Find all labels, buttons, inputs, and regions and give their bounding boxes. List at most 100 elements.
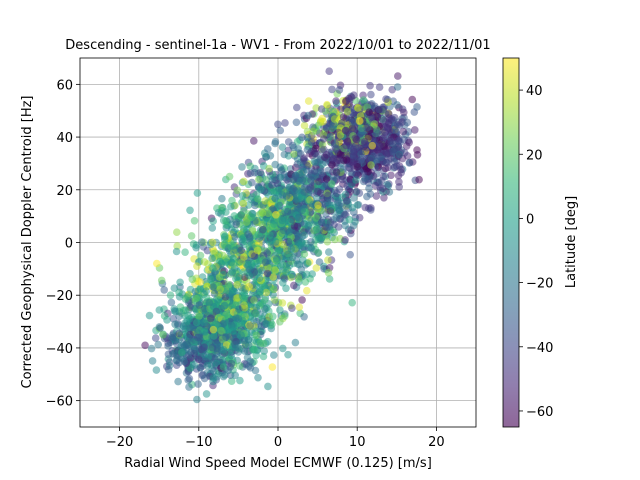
scatter-point [395, 178, 403, 186]
scatter-point [284, 237, 293, 246]
scatter-point [359, 96, 368, 104]
scatter-point [235, 305, 243, 314]
scatter-point [384, 124, 393, 133]
scatter-point [329, 155, 337, 163]
scatter-point [246, 322, 255, 330]
scatter-point [171, 320, 179, 329]
scatter-point [221, 311, 230, 320]
scatter-point [279, 279, 287, 287]
scatter-point [195, 301, 203, 309]
colorbar-frame [502, 57, 520, 428]
scatter-point [326, 218, 335, 227]
scatter-point [336, 150, 345, 159]
scatter-point [240, 336, 249, 345]
scatter-point [202, 287, 210, 296]
scatter-point [278, 229, 286, 238]
scatter-point [312, 214, 320, 222]
scatter-point [200, 374, 209, 383]
scatter-point [335, 86, 344, 94]
scatter-point [291, 338, 300, 347]
scatter-point [252, 303, 260, 312]
scatter-point [219, 363, 228, 371]
scatter-point [331, 140, 340, 148]
scatter-point [379, 172, 388, 181]
scatter-point [233, 186, 242, 195]
scatter-point [304, 111, 312, 120]
scatter-point [196, 251, 205, 260]
scatter-point [312, 225, 321, 234]
scatter-point [208, 343, 217, 352]
scatter-point [348, 203, 357, 212]
scatter-point [319, 117, 327, 126]
scatter-point [268, 320, 276, 329]
scatter-point [342, 141, 350, 150]
colorbar-tick-label: −20 [526, 277, 553, 292]
scatter-point [349, 145, 358, 154]
scatter-point [220, 240, 229, 249]
scatter-point [363, 123, 372, 132]
y-tick-label: 60 [56, 78, 73, 93]
scatter-point [228, 267, 236, 276]
scatter-point [145, 311, 154, 320]
scatter-point [227, 377, 236, 386]
scatter-point [216, 257, 224, 266]
scatter-point [200, 343, 208, 352]
scatter-point [152, 366, 161, 374]
scatter-point [226, 363, 234, 371]
scatter-point [319, 135, 328, 143]
scatter-point [222, 333, 230, 341]
scatter-point [264, 382, 272, 391]
scatter-point [336, 131, 345, 139]
scatter-point [408, 95, 417, 104]
scatter-point [382, 95, 390, 103]
scatter-point [225, 289, 233, 298]
scatter-point [360, 137, 369, 146]
scatter-point [348, 298, 357, 307]
scatter-point [324, 166, 333, 175]
scatter-point [215, 313, 223, 322]
scatter-point [231, 371, 239, 380]
scatter-point [274, 120, 282, 129]
scatter-point [225, 280, 233, 289]
scatter-point [177, 348, 186, 357]
scatter-point [206, 275, 215, 284]
scatter-point [159, 331, 167, 339]
scatter-point [233, 281, 241, 289]
scatter-point [256, 168, 265, 177]
scatter-point [240, 347, 249, 355]
scatter-point [176, 278, 184, 287]
scatter-point [278, 299, 287, 307]
scatter-point [379, 116, 388, 125]
scatter-point [372, 192, 381, 200]
scatter-point [187, 232, 196, 240]
scatter-point [170, 307, 179, 315]
scatter-point [259, 225, 267, 234]
scatter-point [375, 142, 383, 151]
scatter-point [239, 199, 248, 208]
scatter-point [274, 201, 283, 209]
scatter-point [341, 210, 349, 219]
scatter-point [399, 127, 408, 136]
scatter-point [285, 228, 294, 236]
scatter-point [405, 158, 414, 167]
scatter-point [261, 197, 270, 205]
scatter-point [193, 395, 201, 404]
scatter-point [349, 221, 358, 230]
scatter-point [209, 325, 218, 334]
scatter-point [266, 231, 274, 239]
scatter-point [387, 171, 395, 180]
colorbar-ticks: −60 −40 −20 0 20 40 [519, 84, 553, 420]
scatter-point [154, 340, 162, 349]
scatter-point [324, 191, 332, 200]
scatter-point [294, 275, 303, 283]
scatter-point [343, 107, 352, 116]
scatter-point [252, 351, 260, 360]
scatter-point [147, 344, 156, 353]
colorbar-tick-label: 40 [526, 84, 543, 99]
scatter-point [160, 286, 168, 294]
y-tick-label: 20 [56, 184, 73, 199]
scatter-point [212, 307, 221, 316]
scatter-point [394, 72, 402, 80]
scatter-point [202, 390, 211, 398]
scatter-point [279, 240, 287, 249]
